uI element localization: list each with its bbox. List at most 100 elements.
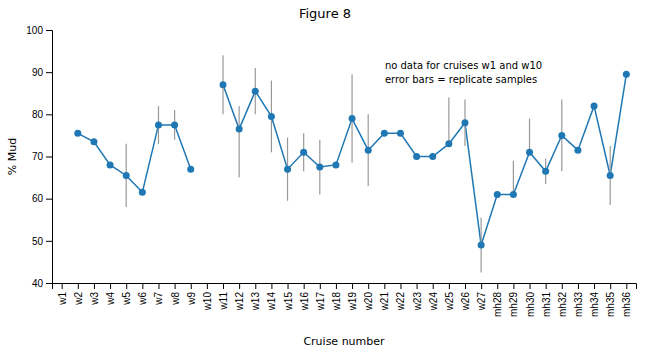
x-tick-label: w10 bbox=[202, 292, 213, 312]
annotation: no data for cruises w1 and w10error bars… bbox=[385, 60, 542, 85]
x-tick: w11 bbox=[218, 283, 229, 311]
x-tick-mark bbox=[191, 283, 192, 289]
y-tick: 80 bbox=[32, 109, 52, 120]
x-tick-mark bbox=[578, 283, 579, 289]
y-tick: 90 bbox=[32, 67, 52, 78]
point bbox=[284, 166, 291, 173]
x-tick: w6 bbox=[137, 283, 148, 306]
y-tick-mark bbox=[46, 72, 52, 73]
x-tick-label: mh30 bbox=[525, 292, 536, 317]
x-tick-label: w6 bbox=[137, 292, 148, 306]
x-tick: w20 bbox=[363, 283, 374, 311]
x-tick: mh33 bbox=[573, 283, 584, 317]
x-tick-label: w21 bbox=[379, 292, 390, 312]
y-tick-mark bbox=[46, 241, 52, 242]
x-tick: w4 bbox=[105, 283, 116, 306]
y-tick-mark bbox=[46, 114, 52, 115]
point bbox=[268, 113, 275, 120]
point bbox=[252, 88, 259, 95]
x-tick-mark bbox=[320, 283, 321, 289]
x-tick: mh34 bbox=[589, 283, 600, 317]
x-tick-mark bbox=[594, 283, 595, 289]
x-tick-label: w14 bbox=[266, 292, 277, 312]
x-tick: w16 bbox=[299, 283, 310, 311]
x-axis-line bbox=[53, 284, 637, 290]
x-tick-mark bbox=[175, 283, 176, 289]
x-tick: w8 bbox=[170, 283, 181, 306]
x-tick-label: w20 bbox=[363, 292, 374, 312]
x-tick-mark bbox=[223, 283, 224, 289]
x-tick-label: mh31 bbox=[541, 292, 552, 317]
point bbox=[494, 191, 501, 198]
x-tick: w7 bbox=[153, 283, 164, 306]
x-tick: w3 bbox=[89, 283, 100, 306]
point bbox=[349, 115, 356, 122]
x-tick: mh35 bbox=[605, 283, 616, 317]
y-tick-label: 40 bbox=[32, 278, 44, 289]
x-tick-label: w9 bbox=[186, 292, 197, 306]
y-tick-mark bbox=[46, 157, 52, 158]
x-tick-label: w3 bbox=[89, 292, 100, 306]
point bbox=[510, 191, 517, 198]
point bbox=[139, 189, 146, 196]
y-axis-title: % Mud bbox=[6, 138, 19, 175]
y-tick: 40 bbox=[32, 278, 52, 289]
y-tick-mark bbox=[46, 283, 52, 284]
point bbox=[381, 130, 388, 137]
x-tick: w24 bbox=[428, 283, 439, 311]
x-tick-mark bbox=[384, 283, 385, 289]
x-tick: w15 bbox=[283, 283, 294, 311]
x-tick: w2 bbox=[73, 283, 84, 306]
x-tick: w14 bbox=[266, 283, 277, 311]
x-tick-mark bbox=[207, 283, 208, 289]
x-tick: w9 bbox=[186, 283, 197, 306]
x-tick: w21 bbox=[379, 283, 390, 311]
x-tick-mark bbox=[62, 283, 63, 289]
x-tick-mark bbox=[368, 283, 369, 289]
y-tick: 70 bbox=[32, 151, 52, 162]
x-tick-mark bbox=[433, 283, 434, 289]
x-tick-mark bbox=[336, 283, 337, 289]
error-bar bbox=[513, 161, 514, 195]
x-axis: w1w2w3w4w5w6w7w8w9w10w11w12w13w14w15w16w… bbox=[53, 283, 637, 317]
y-tick: 50 bbox=[32, 236, 52, 247]
point bbox=[429, 153, 436, 160]
x-tick-label: mh34 bbox=[589, 292, 600, 317]
x-tick-mark bbox=[304, 283, 305, 289]
x-tick-mark bbox=[530, 283, 531, 289]
x-tick: w27 bbox=[476, 283, 487, 311]
y-axis: 405060708090100 bbox=[26, 25, 52, 289]
x-tick-label: w17 bbox=[315, 292, 326, 312]
point bbox=[332, 161, 339, 168]
x-tick-mark bbox=[626, 283, 627, 289]
point bbox=[445, 140, 452, 147]
x-tick-mark bbox=[158, 283, 159, 289]
x-tick-mark bbox=[449, 283, 450, 289]
chart: Figure 8405060708090100w1w2w3w4w5w6w7w8w… bbox=[0, 0, 650, 353]
x-tick-label: w15 bbox=[283, 292, 294, 312]
point bbox=[236, 126, 243, 133]
x-tick-label: w27 bbox=[476, 292, 487, 312]
x-tick: mh36 bbox=[621, 283, 632, 317]
x-tick: mh29 bbox=[508, 283, 519, 317]
x-tick-label: mh32 bbox=[557, 292, 568, 317]
x-tick-mark bbox=[288, 283, 289, 289]
x-tick-label: w19 bbox=[347, 292, 358, 312]
y-tick-label: 90 bbox=[32, 67, 44, 78]
point bbox=[413, 153, 420, 160]
y-axis-line bbox=[46, 31, 53, 284]
x-tick-mark bbox=[126, 283, 127, 289]
x-tick-label: w18 bbox=[331, 292, 342, 312]
point bbox=[558, 132, 565, 139]
point bbox=[171, 121, 178, 128]
x-tick-mark bbox=[142, 283, 143, 289]
error-bar bbox=[529, 119, 530, 153]
x-tick-label: mh35 bbox=[605, 292, 616, 317]
x-tick-label: w12 bbox=[234, 292, 245, 312]
plot: 405060708090100w1w2w3w4w5w6w7w8w9w10w11w… bbox=[6, 25, 637, 348]
error-bar bbox=[239, 106, 240, 178]
point bbox=[365, 147, 372, 154]
point bbox=[300, 149, 307, 156]
x-tick-mark bbox=[610, 283, 611, 289]
y-tick-label: 100 bbox=[26, 25, 43, 36]
